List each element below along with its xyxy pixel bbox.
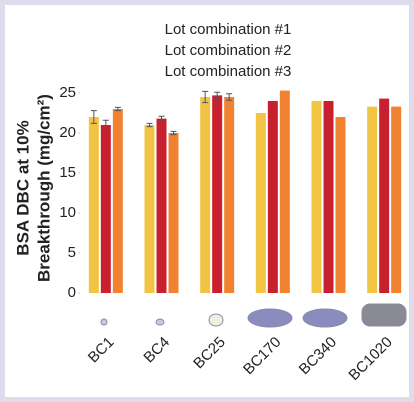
bar xyxy=(279,90,290,293)
bar xyxy=(335,117,346,293)
bar xyxy=(88,117,99,293)
y-axis-label: BSA DBC at 10% xyxy=(13,120,32,255)
bar xyxy=(267,101,278,293)
y-axis-label: Breakthrough (mg/cm²) xyxy=(34,94,53,282)
y-tick-label: 0 xyxy=(68,284,76,301)
y-tick-label: 15 xyxy=(59,164,76,181)
y-tick-label: 25 xyxy=(59,84,76,101)
error-bar xyxy=(226,93,233,101)
icon xyxy=(247,308,293,328)
y-tick-label: 10 xyxy=(59,204,76,221)
legend-entry: Lot combination #3 xyxy=(165,63,292,80)
bar xyxy=(156,118,167,293)
error-bar xyxy=(214,91,221,100)
icon xyxy=(208,313,224,327)
y-tick-label: 20 xyxy=(59,124,76,141)
bar xyxy=(323,101,334,293)
bar xyxy=(255,113,266,293)
bar xyxy=(112,109,123,293)
error-bar xyxy=(202,90,209,104)
bar xyxy=(379,98,390,293)
bar xyxy=(224,97,235,293)
error-bar xyxy=(102,119,109,131)
y-tick-label: 5 xyxy=(68,244,76,261)
icons xyxy=(100,303,407,328)
bar xyxy=(311,101,322,293)
legend-entry: Lot combination #2 xyxy=(165,42,292,59)
icon xyxy=(155,318,165,326)
error-bar xyxy=(170,130,177,136)
icon xyxy=(361,303,407,327)
bar xyxy=(100,125,111,293)
error-bar xyxy=(146,122,153,128)
error-bar xyxy=(90,110,97,124)
bar xyxy=(212,95,223,294)
bar xyxy=(144,125,155,293)
bar xyxy=(367,106,378,293)
bar xyxy=(200,97,211,293)
icon xyxy=(302,308,348,328)
legend-entry: Lot combination #1 xyxy=(165,21,292,38)
bar xyxy=(391,106,402,293)
error-bar xyxy=(158,115,165,122)
icon xyxy=(100,318,108,326)
bar xyxy=(168,133,179,293)
error-bar xyxy=(114,106,121,112)
